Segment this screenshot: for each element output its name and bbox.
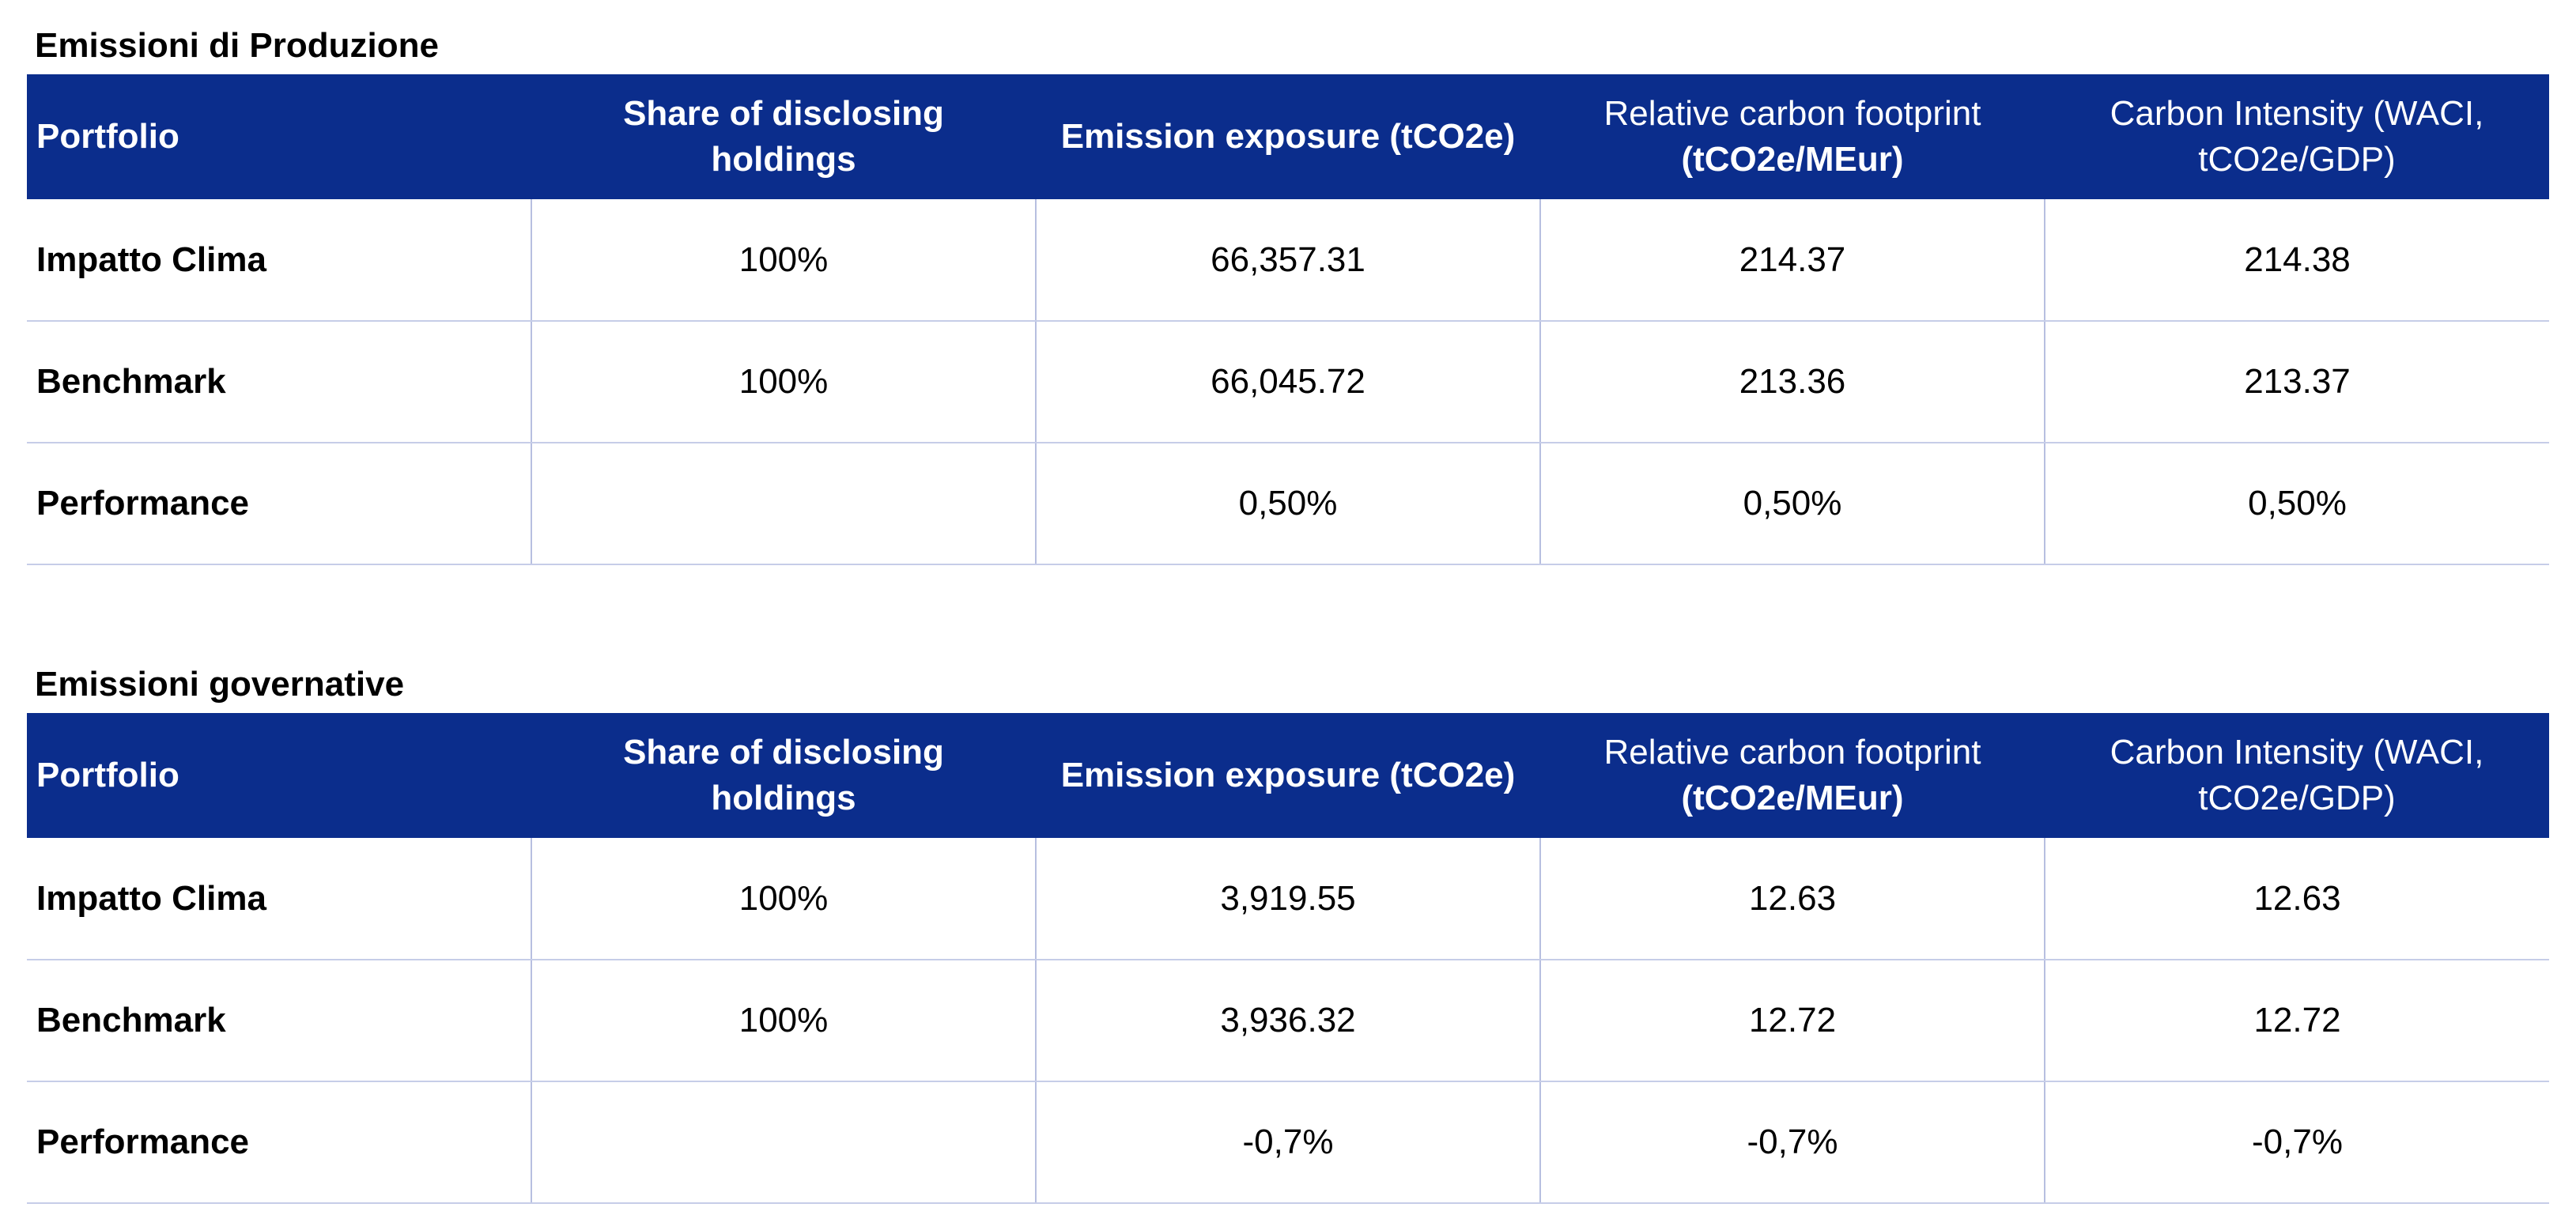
header-relative-line2: (tCO2e/MEur) bbox=[1681, 779, 1904, 817]
header-relative-line1: Relative carbon footprint bbox=[1603, 94, 1981, 133]
cell-emission: 66,357.31 bbox=[1035, 199, 1540, 322]
cell-intensity: 214.38 bbox=[2044, 199, 2549, 322]
cell-emission: 3,936.32 bbox=[1035, 960, 1540, 1082]
header-share-line2: holdings bbox=[711, 140, 856, 179]
header-share-line1: Share of disclosing bbox=[623, 733, 944, 772]
table-row: Benchmark 100% 66,045.72 213.36 213.37 bbox=[27, 321, 2549, 443]
header-portfolio: Portfolio bbox=[36, 117, 179, 156]
table-header-row: Portfolio Share of disclosing holdings E… bbox=[27, 713, 2549, 838]
cell-share: 100% bbox=[531, 838, 1036, 960]
cell-emission: 3,919.55 bbox=[1035, 838, 1540, 960]
cell-relative: 213.36 bbox=[1539, 321, 2045, 443]
cell-intensity: 213.37 bbox=[2044, 321, 2549, 443]
header-emission: Emission exposure (tCO2e) bbox=[1060, 117, 1516, 156]
table-row: Benchmark 100% 3,936.32 12.72 12.72 bbox=[27, 960, 2549, 1082]
cell-relative: 12.63 bbox=[1539, 838, 2045, 960]
header-relative-line1: Relative carbon footprint bbox=[1603, 733, 1981, 772]
cell-emission: 0,50% bbox=[1035, 443, 1540, 565]
emissions-table: Portfolio Share of disclosing holdings E… bbox=[27, 74, 2549, 565]
header-share-line1: Share of disclosing bbox=[623, 94, 944, 133]
table-header-row: Portfolio Share of disclosing holdings E… bbox=[27, 74, 2549, 199]
cell-relative: 12.72 bbox=[1539, 960, 2045, 1082]
row-name: Benchmark bbox=[27, 960, 531, 1082]
header-intensity-line2: tCO2e/GDP) bbox=[2198, 140, 2396, 179]
cell-intensity: -0,7% bbox=[2044, 1081, 2549, 1204]
header-share: Share of disclosing holdings bbox=[531, 713, 1036, 838]
header-relative: Relative carbon footprint (tCO2e/MEur) bbox=[1540, 74, 2045, 199]
header-intensity-line2: tCO2e/GDP) bbox=[2198, 779, 2396, 817]
cell-share bbox=[531, 1081, 1036, 1204]
emissions-section-production: Emissioni di Produzione Portfolio Share … bbox=[27, 24, 2549, 565]
header-portfolio: Portfolio bbox=[36, 756, 179, 794]
row-name: Impatto Clima bbox=[27, 199, 531, 322]
cell-share: 100% bbox=[531, 321, 1036, 443]
header-relative: Relative carbon footprint (tCO2e/MEur) bbox=[1540, 713, 2045, 838]
table-row: Performance -0,7% -0,7% -0,7% bbox=[27, 1081, 2549, 1204]
emissions-section-government: Emissioni governative Portfolio Share of… bbox=[27, 662, 2549, 1204]
row-name: Impatto Clima bbox=[27, 838, 531, 960]
cell-emission: -0,7% bbox=[1035, 1081, 1540, 1204]
cell-share bbox=[531, 443, 1036, 565]
header-intensity: Carbon Intensity (WACI, tCO2e/GDP) bbox=[2045, 74, 2549, 199]
cell-relative: -0,7% bbox=[1539, 1081, 2045, 1204]
cell-intensity: 0,50% bbox=[2044, 443, 2549, 565]
row-name: Performance bbox=[27, 443, 531, 565]
emissions-table: Portfolio Share of disclosing holdings E… bbox=[27, 713, 2549, 1204]
cell-share: 100% bbox=[531, 199, 1036, 322]
row-name: Benchmark bbox=[27, 321, 531, 443]
header-share-line2: holdings bbox=[711, 779, 856, 817]
section-title: Emissioni governative bbox=[35, 665, 405, 704]
table-row: Performance 0,50% 0,50% 0,50% bbox=[27, 443, 2549, 565]
header-intensity-line1: Carbon Intensity (WACI, bbox=[2110, 733, 2484, 772]
cell-emission: 66,045.72 bbox=[1035, 321, 1540, 443]
row-name: Performance bbox=[27, 1081, 531, 1204]
header-intensity-line1: Carbon Intensity (WACI, bbox=[2110, 94, 2484, 133]
cell-intensity: 12.63 bbox=[2044, 838, 2549, 960]
header-intensity: Carbon Intensity (WACI, tCO2e/GDP) bbox=[2045, 713, 2549, 838]
header-relative-line2: (tCO2e/MEur) bbox=[1681, 140, 1904, 179]
header-emission: Emission exposure (tCO2e) bbox=[1060, 756, 1516, 794]
cell-share: 100% bbox=[531, 960, 1036, 1082]
cell-intensity: 12.72 bbox=[2044, 960, 2549, 1082]
cell-relative: 0,50% bbox=[1539, 443, 2045, 565]
table-row: Impatto Clima 100% 3,919.55 12.63 12.63 bbox=[27, 838, 2549, 960]
header-share: Share of disclosing holdings bbox=[531, 74, 1036, 199]
section-title: Emissioni di Produzione bbox=[35, 26, 439, 65]
table-row: Impatto Clima 100% 66,357.31 214.37 214.… bbox=[27, 199, 2549, 322]
cell-relative: 214.37 bbox=[1539, 199, 2045, 322]
